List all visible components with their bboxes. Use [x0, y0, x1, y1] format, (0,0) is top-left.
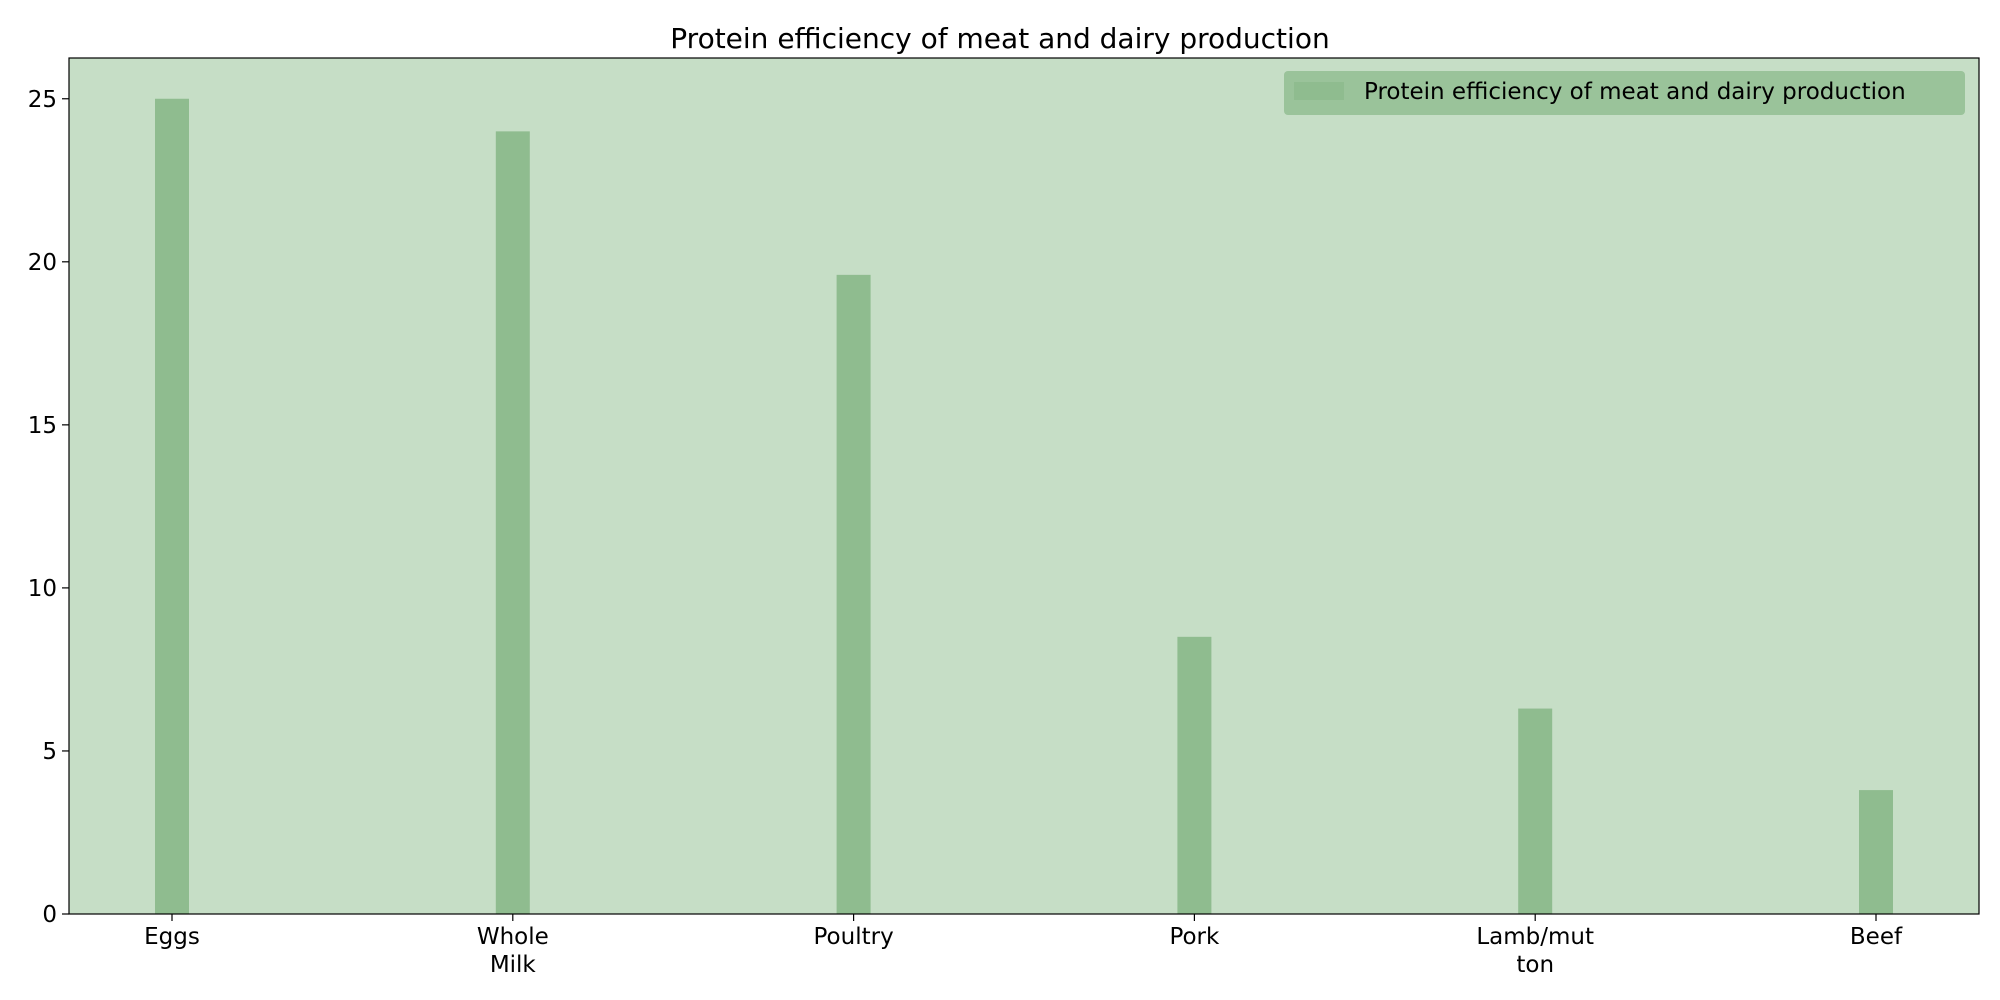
plot-area	[69, 58, 1979, 914]
x-tick-label: Poultry	[814, 924, 894, 950]
y-tick-label: 25	[28, 87, 57, 113]
bar	[1518, 708, 1553, 914]
y-tick-label: 15	[28, 413, 57, 439]
legend-label: Protein efficiency of meat and dairy pro…	[1364, 79, 1906, 105]
bar	[1177, 636, 1212, 914]
y-tick-label: 10	[28, 576, 57, 602]
x-tick-label: Lamb/mut ton	[1476, 924, 1594, 978]
x-tick-label: Whole Milk	[477, 924, 549, 978]
x-axis: Eggs Whole Milk Poultry Pork Lamb/mut ton Beef	[144, 914, 1903, 978]
bars	[155, 98, 1893, 914]
bar	[155, 98, 189, 914]
y-axis: 0 5 10 15 20 25	[28, 87, 69, 928]
x-tick-label: Eggs	[144, 924, 200, 950]
y-tick-label: 5	[42, 739, 57, 765]
legend: Protein efficiency of meat and dairy pro…	[1284, 71, 1965, 115]
bar	[1859, 790, 1893, 914]
plot-frame	[68, 57, 1980, 915]
y-tick-label: 20	[28, 250, 57, 276]
x-tick-label: Pork	[1169, 924, 1220, 950]
x-tick-label: Beef	[1850, 924, 1903, 950]
bar	[495, 131, 530, 914]
legend-box	[1284, 71, 1965, 115]
legend-swatch	[1294, 82, 1344, 100]
bar	[836, 274, 871, 914]
y-tick-label: 0	[42, 902, 57, 928]
chart-title: Protein efficiency of meat and dairy pro…	[670, 22, 1329, 55]
